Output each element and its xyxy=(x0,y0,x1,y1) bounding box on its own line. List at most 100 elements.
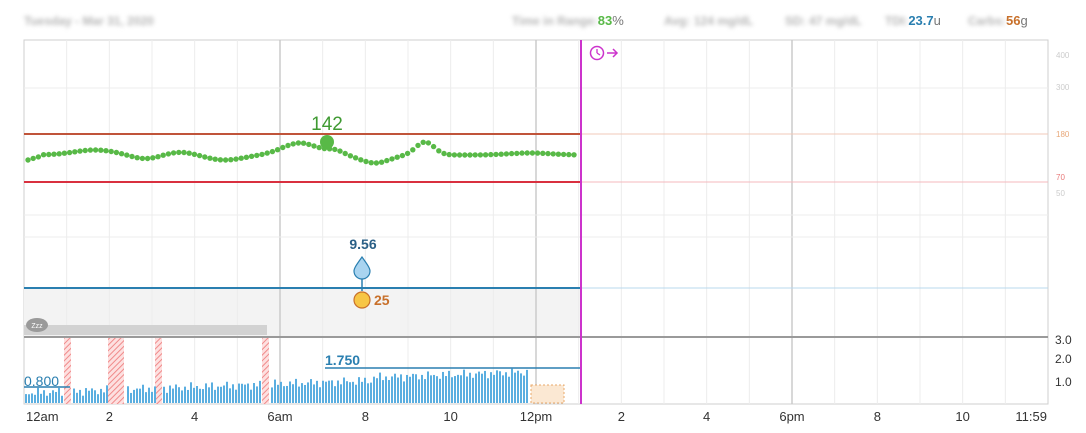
cgm-reading[interactable] xyxy=(30,155,36,162)
cgm-reading[interactable] xyxy=(124,152,130,158)
sleep-period-bar[interactable] xyxy=(24,325,267,335)
cgm-reading[interactable] xyxy=(269,148,276,155)
cgm-reading[interactable] xyxy=(228,157,234,163)
cgm-reading[interactable] xyxy=(519,150,525,156)
cgm-reading[interactable] xyxy=(61,150,68,156)
cgm-reading[interactable] xyxy=(477,152,484,158)
cgm-reading[interactable] xyxy=(514,150,520,157)
cgm-reading[interactable] xyxy=(170,150,177,156)
cgm-reading[interactable] xyxy=(196,152,203,159)
cgm-reading[interactable] xyxy=(118,151,125,157)
cgm-reading[interactable] xyxy=(150,155,156,161)
cgm-reading[interactable] xyxy=(290,141,296,147)
cgm-reading[interactable] xyxy=(35,154,42,160)
cgm-reading[interactable] xyxy=(545,150,551,157)
cgm-reading[interactable] xyxy=(202,154,208,160)
cgm-reading[interactable] xyxy=(280,144,286,151)
cgm-reading[interactable] xyxy=(186,150,192,156)
cgm-reading[interactable] xyxy=(155,154,161,160)
carb-event[interactable]: 25 xyxy=(353,291,390,309)
cgm-reading[interactable] xyxy=(77,148,83,154)
cgm-reading[interactable] xyxy=(358,157,364,163)
cgm-reading[interactable] xyxy=(274,147,281,153)
cgm-reading[interactable] xyxy=(144,155,151,162)
cgm-reading[interactable] xyxy=(139,155,146,162)
cgm-reading[interactable] xyxy=(555,151,562,157)
cgm-reading[interactable] xyxy=(436,148,442,154)
cgm-reading[interactable] xyxy=(103,148,109,154)
cgm-reading[interactable] xyxy=(404,150,411,157)
cgm-reading[interactable] xyxy=(342,150,348,157)
cgm-reading[interactable] xyxy=(238,155,244,161)
cgm-reading[interactable] xyxy=(92,147,99,153)
cgm-reading[interactable] xyxy=(529,150,536,156)
cgm-reading[interactable] xyxy=(508,150,515,157)
temp-basal-block[interactable] xyxy=(530,384,565,404)
cgm-reading[interactable] xyxy=(98,147,104,153)
cgm-reading[interactable] xyxy=(181,149,187,156)
clock-arrow-icon[interactable] xyxy=(589,45,619,61)
cgm-reading[interactable] xyxy=(488,151,494,158)
cgm-reading[interactable] xyxy=(337,148,343,154)
cgm-reading[interactable] xyxy=(493,151,499,158)
cgm-reading[interactable] xyxy=(191,151,198,157)
cgm-reading[interactable] xyxy=(363,158,369,165)
cgm-reading[interactable] xyxy=(550,151,556,157)
cgm-reading[interactable] xyxy=(51,151,57,157)
cgm-reading[interactable] xyxy=(233,156,239,162)
cgm-reading[interactable] xyxy=(56,151,62,157)
cgm-reading[interactable] xyxy=(540,150,546,156)
cgm-reading[interactable] xyxy=(25,157,31,163)
cgm-reading[interactable] xyxy=(566,151,572,158)
cgm-reading[interactable] xyxy=(254,152,260,159)
cgm-reading[interactable] xyxy=(347,153,354,159)
suspend-period[interactable] xyxy=(108,338,124,404)
cgm-reading[interactable] xyxy=(66,149,73,156)
cgm-reading[interactable] xyxy=(82,147,88,154)
cgm-reading[interactable] xyxy=(72,149,78,155)
cgm-reading[interactable] xyxy=(467,152,473,158)
cgm-reading[interactable] xyxy=(332,146,338,153)
cgm-reading[interactable] xyxy=(311,143,317,149)
cgm-reading[interactable] xyxy=(389,156,395,162)
cgm-reading[interactable] xyxy=(165,151,172,157)
cgm-reading[interactable] xyxy=(410,147,416,153)
cgm-reading[interactable] xyxy=(430,143,437,150)
suspend-period[interactable] xyxy=(262,338,269,404)
cgm-reading[interactable] xyxy=(534,150,541,156)
bolus-event[interactable]: 9.56 xyxy=(349,236,377,291)
cgm-reading[interactable] xyxy=(425,140,432,146)
sleep-cloud-icon[interactable]: Zzz xyxy=(26,318,48,332)
cgm-reading[interactable] xyxy=(462,152,468,158)
cgm-reading[interactable] xyxy=(222,157,229,163)
cgm-reading[interactable] xyxy=(46,151,52,158)
cgm-reading[interactable] xyxy=(394,154,400,160)
suspend-period[interactable] xyxy=(155,338,162,404)
cgm-reading[interactable] xyxy=(446,151,452,158)
cgm-reading[interactable] xyxy=(399,152,406,159)
cgm-reading[interactable] xyxy=(306,141,312,148)
cgm-reading[interactable] xyxy=(212,156,218,162)
cgm-reading[interactable] xyxy=(571,152,577,158)
cgm-reading[interactable] xyxy=(451,152,458,158)
cgm-reading[interactable] xyxy=(87,147,94,153)
cgm-reading[interactable] xyxy=(207,155,213,161)
cgm-peak-reading[interactable] xyxy=(320,135,334,149)
cgm-reading[interactable] xyxy=(285,142,291,149)
cgm-reading[interactable] xyxy=(503,151,510,157)
cgm-reading[interactable] xyxy=(176,149,182,156)
cgm-reading[interactable] xyxy=(259,151,265,158)
cgm-reading[interactable] xyxy=(113,149,120,156)
cgm-reading[interactable] xyxy=(217,157,224,163)
cgm-reading[interactable] xyxy=(524,150,530,156)
cgm-reading[interactable] xyxy=(160,152,166,158)
cgm-reading[interactable] xyxy=(40,152,47,158)
cgm-reading[interactable] xyxy=(472,152,478,158)
cgm-reading[interactable] xyxy=(129,153,135,160)
cgm-reading[interactable] xyxy=(108,148,114,155)
cgm-reading[interactable] xyxy=(482,152,489,158)
cgm-reading[interactable] xyxy=(420,139,426,145)
cgm-reading[interactable] xyxy=(295,140,302,146)
cgm-reading[interactable] xyxy=(134,155,140,161)
cgm-reading[interactable] xyxy=(498,151,504,157)
